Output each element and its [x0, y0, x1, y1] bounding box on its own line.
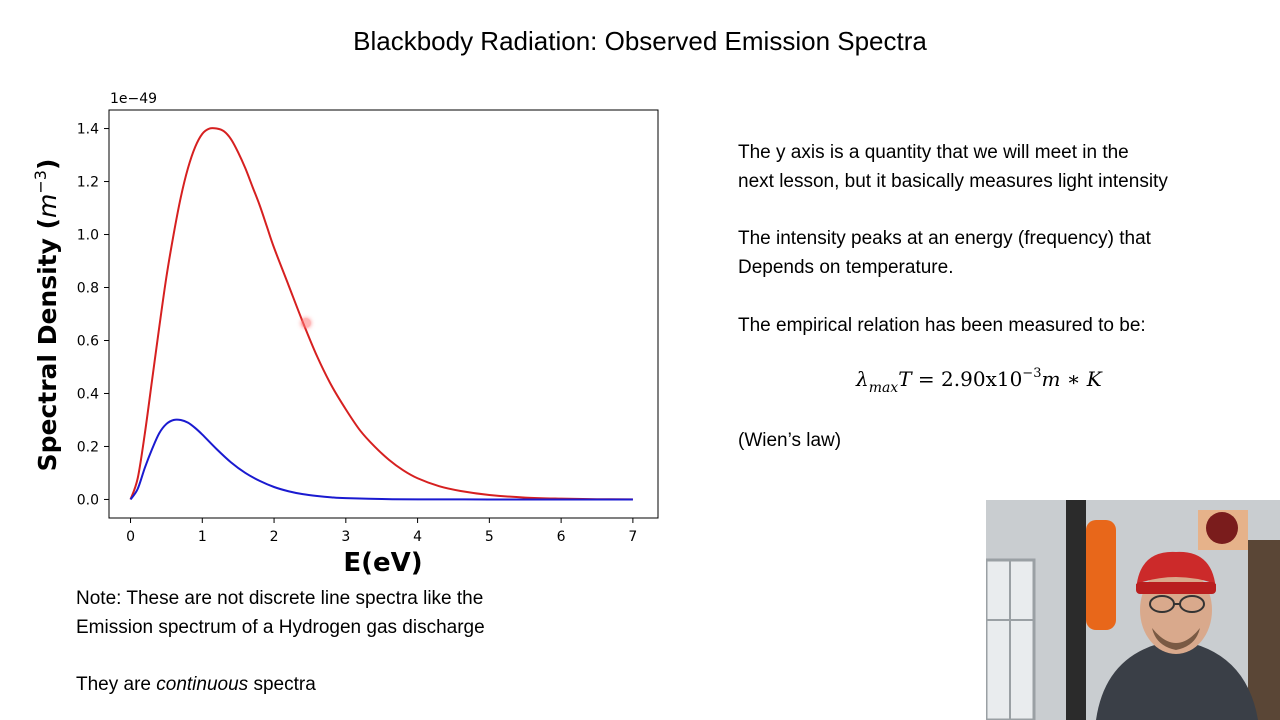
x-tick-label: 4 — [413, 529, 422, 545]
series-line-blue — [129, 418, 633, 501]
peak-line-2: Depends on temperature. — [738, 257, 954, 278]
empirical-relation-text: The empirical relation has been measured… — [738, 315, 1146, 336]
plot-frame — [108, 109, 659, 519]
formula-lambda: λ — [856, 367, 869, 391]
continuous-word: continuous — [156, 674, 249, 695]
y-offset-text: 1e−49 — [110, 91, 157, 107]
y-tick-label: 1.2 — [77, 175, 99, 191]
y-axis-label-base: Spectral Density ( — [33, 218, 62, 471]
peak-explanation: The intensity peaks at an energy (freque… — [738, 224, 1151, 282]
formula-value: = 2.90x10 — [911, 367, 1023, 391]
y-tick-label: 0.2 — [77, 439, 99, 455]
note-line-2: Emission spectrum of a Hydrogen gas disc… — [76, 617, 485, 638]
y-axis-label-exp: −3 — [31, 170, 50, 194]
y-tick-label: 0.8 — [77, 281, 99, 297]
y-tick-label: 0.6 — [77, 333, 99, 349]
webcam-video — [986, 500, 1280, 720]
explanation-line-2: next lesson, but it basically measures l… — [738, 171, 1168, 192]
x-axis-label: E(eV) — [343, 548, 422, 578]
y-tick-label: 0.0 — [77, 492, 99, 508]
formula-subscript: max — [868, 380, 899, 396]
series-line-red — [129, 127, 633, 501]
formula-temperature: T — [898, 367, 912, 391]
wien-law-label: (Wien’s law) — [738, 430, 842, 451]
x-tick-label: 6 — [557, 529, 566, 545]
x-tick-label: 5 — [485, 529, 494, 545]
continuous-suffix: spectra — [248, 674, 316, 695]
webcam-presenter-image — [986, 500, 1280, 720]
x-tick-label: 1 — [198, 529, 207, 545]
explanation-line-1: The y axis is a quantity that we will me… — [738, 142, 1129, 163]
cursor-highlight — [301, 318, 311, 328]
y-axis-explanation: The y axis is a quantity that we will me… — [738, 138, 1168, 196]
formula-units: m ∗ K — [1041, 367, 1102, 391]
x-tick-label: 2 — [270, 529, 279, 545]
y-axis-label-unit: m — [33, 194, 62, 218]
y-axis-label-close: ) — [33, 159, 62, 170]
continuous-prefix: They are — [76, 674, 157, 695]
slide-title: Blackbody Radiation: Observed Emission S… — [353, 26, 927, 56]
y-tick-label: 1.0 — [77, 228, 99, 244]
note-paragraph: Note: These are not discrete line spectr… — [76, 584, 485, 642]
peak-line-1: The intensity peaks at an energy (freque… — [738, 228, 1151, 249]
note-line-1: Note: These are not discrete line spectr… — [76, 588, 484, 609]
formula-exponent: −3 — [1022, 366, 1042, 381]
x-tick-label: 0 — [126, 529, 135, 545]
x-tick-label: 7 — [628, 529, 637, 545]
y-tick-label: 1.4 — [77, 122, 99, 138]
y-tick-label: 0.4 — [77, 386, 99, 402]
wien-formula: λmaxT = 2.90x10−3m ∗ K — [856, 366, 1102, 396]
x-tick-label: 3 — [341, 529, 350, 545]
continuous-note: They are continuous spectra — [76, 670, 316, 699]
y-axis-label: Spectral Density (m−3) — [31, 159, 62, 472]
